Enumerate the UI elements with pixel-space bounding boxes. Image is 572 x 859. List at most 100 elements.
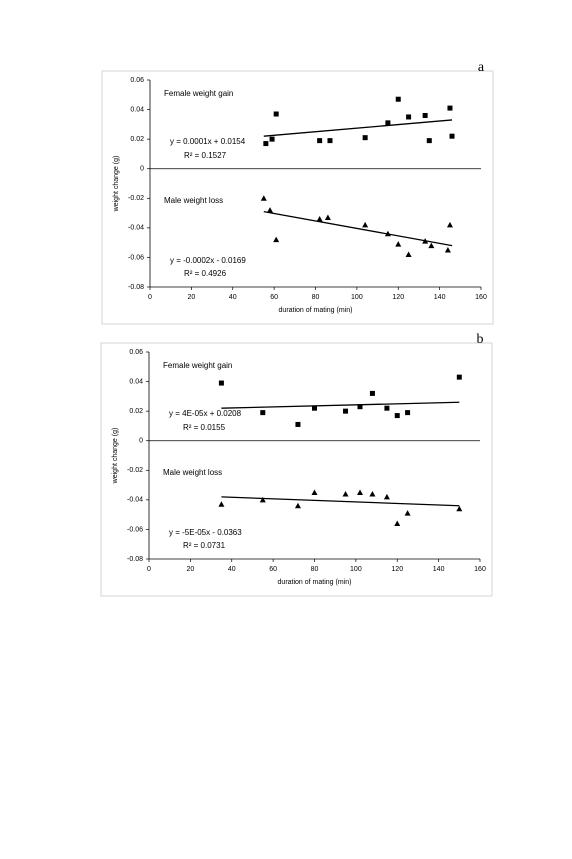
y-axis-label: weight change (g) [112, 428, 119, 485]
x-tick-label: 120 [391, 566, 403, 573]
point [295, 421, 301, 427]
y-tick-label: -0.04 [128, 225, 144, 232]
trendline [263, 210, 453, 247]
legend-label: Male weight loss [163, 468, 222, 477]
point [273, 111, 279, 117]
point [324, 214, 331, 221]
y-tick-label: 0.02 [130, 136, 144, 143]
point [327, 138, 333, 144]
point [383, 493, 390, 500]
point [384, 405, 390, 411]
point [369, 490, 376, 497]
point [369, 390, 375, 396]
equation: y = -0.0002x - 0.0169 [170, 256, 246, 265]
point [218, 380, 224, 386]
panel-label: b [477, 332, 484, 347]
x-tick-label: 80 [311, 566, 319, 573]
point [273, 236, 280, 243]
point [395, 96, 401, 102]
point [362, 221, 369, 228]
r-squared: R² = 0.0155 [183, 423, 226, 432]
point [405, 410, 411, 416]
y-tick-label: -0.04 [127, 497, 143, 504]
equation: y = 0.0001x + 0.0154 [170, 137, 246, 146]
x-tick-label: 140 [434, 294, 446, 301]
y-tick-label: 0.04 [129, 378, 143, 385]
x-tick-label: 60 [269, 566, 277, 573]
x-tick-label: 100 [351, 294, 363, 301]
point [394, 520, 401, 527]
y-tick-label: 0 [139, 438, 143, 445]
x-tick-label: 0 [148, 294, 152, 301]
x-tick-label: 120 [392, 294, 404, 301]
y-tick-label: -0.08 [127, 556, 143, 563]
point [259, 496, 266, 503]
point [357, 489, 364, 495]
x-tick-label: 60 [270, 294, 278, 301]
y-tick-label: 0.06 [129, 349, 143, 356]
point [449, 133, 455, 139]
x-tick-label: 40 [229, 294, 237, 301]
point [312, 405, 317, 411]
point [447, 105, 453, 111]
x-tick-label: 100 [350, 566, 362, 573]
point [426, 138, 432, 144]
point [395, 241, 402, 247]
point [311, 489, 318, 495]
y-tick-label: 0.04 [130, 106, 144, 113]
point [343, 408, 349, 414]
point [406, 114, 412, 120]
equation: y = -5E-05x - 0.0363 [169, 528, 242, 537]
point [294, 502, 301, 509]
y-axis-label: weight change (g) [113, 156, 120, 213]
trendline [263, 119, 453, 137]
point [263, 141, 269, 147]
legend-label: Female weight gain [163, 361, 232, 370]
point [260, 195, 267, 201]
x-tick-label: 160 [474, 566, 486, 573]
point [456, 374, 462, 380]
point [428, 242, 435, 249]
r-squared: R² = 0.1527 [184, 151, 227, 160]
x-tick-label: 0 [147, 566, 151, 573]
point [422, 238, 429, 244]
x-tick-label: 40 [228, 566, 236, 573]
y-tick-label: -0.02 [128, 195, 144, 202]
point [444, 247, 451, 253]
trendline [221, 401, 460, 409]
x-tick-label: 140 [433, 566, 445, 573]
point [385, 120, 391, 126]
point [405, 251, 412, 257]
point [456, 505, 463, 512]
point [384, 230, 391, 237]
y-tick-label: -0.06 [128, 254, 144, 261]
equation: y = 4E-05x + 0.0208 [169, 409, 242, 418]
point [342, 490, 349, 497]
legend-label: Male weight loss [164, 196, 223, 205]
point [317, 138, 323, 144]
point [266, 207, 273, 213]
point [404, 510, 411, 516]
y-tick-label: 0.06 [130, 77, 144, 84]
x-axis-label: duration of mating (min) [279, 307, 353, 314]
chart-frame [101, 70, 494, 325]
x-axis-label: duration of mating (min) [278, 579, 352, 586]
trendline [221, 496, 460, 507]
chart-frame [100, 342, 493, 597]
x-tick-label: 20 [187, 294, 195, 301]
x-tick-label: 20 [186, 566, 194, 573]
panel-label: a [478, 60, 485, 75]
point [362, 135, 368, 141]
x-tick-label: 160 [475, 294, 487, 301]
point [260, 410, 266, 416]
y-tick-label: -0.08 [128, 284, 144, 291]
point [269, 136, 275, 142]
r-squared: R² = 0.4926 [184, 269, 227, 278]
point [316, 215, 323, 222]
point [357, 404, 363, 410]
y-tick-label: 0.02 [129, 408, 143, 415]
y-tick-label: 0 [140, 166, 144, 173]
y-tick-label: -0.02 [127, 467, 143, 474]
